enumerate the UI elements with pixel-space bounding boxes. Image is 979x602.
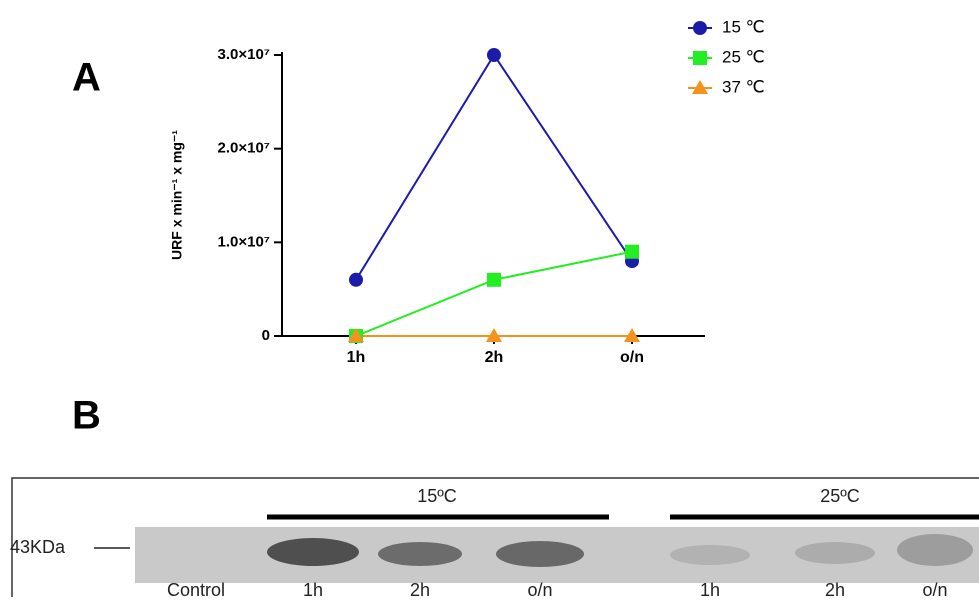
y-axis-label: URF x min⁻¹ x mg⁻¹ <box>169 130 185 260</box>
x-tick-label: o/n <box>620 349 644 366</box>
figure: A B URF x min⁻¹ x mg⁻¹ 15ºC 25ºC 43KDa 0… <box>0 0 979 597</box>
y-tick-label: 1.0×10⁷ <box>218 233 271 250</box>
marker <box>349 273 363 287</box>
legend-label: 25 ℃ <box>722 47 765 66</box>
x-tick-label: 2h <box>485 349 504 366</box>
lane-label: 1h <box>303 580 323 597</box>
marker <box>625 245 639 259</box>
legend-label: 15 ℃ <box>722 17 765 36</box>
y-tick-label: 3.0×10⁷ <box>218 46 271 63</box>
lane-label: o/n <box>922 580 947 597</box>
group-label: 15ºC <box>417 486 457 506</box>
lane-label: 2h <box>410 580 430 597</box>
blot-band <box>378 542 462 566</box>
blot-band <box>795 542 875 564</box>
legend-marker <box>693 51 707 65</box>
y-tick-label: 0 <box>262 327 270 344</box>
lane-label: 2h <box>825 580 845 597</box>
size-marker: 43KDa <box>10 537 66 557</box>
group-label: 25ºC <box>820 486 860 506</box>
series-line <box>356 55 632 280</box>
panel-label: A <box>72 56 101 100</box>
marker <box>487 48 501 62</box>
blot-band <box>670 545 750 565</box>
blot-band <box>496 541 584 567</box>
x-tick-label: 1h <box>347 349 366 366</box>
lane-label: 1h <box>700 580 720 597</box>
lane-label: Control <box>167 580 225 597</box>
marker <box>487 273 501 287</box>
blot-band <box>267 538 359 566</box>
panel-label: B <box>72 394 101 438</box>
series-line <box>356 252 632 336</box>
legend-marker <box>693 21 707 35</box>
y-tick-label: 2.0×10⁷ <box>218 140 271 157</box>
legend-label: 37 ℃ <box>722 77 765 96</box>
page: {"panels": ["A", "B"], "chart_data": {"t… <box>0 0 979 602</box>
lane-label: o/n <box>527 580 552 597</box>
blot-band <box>897 534 973 566</box>
